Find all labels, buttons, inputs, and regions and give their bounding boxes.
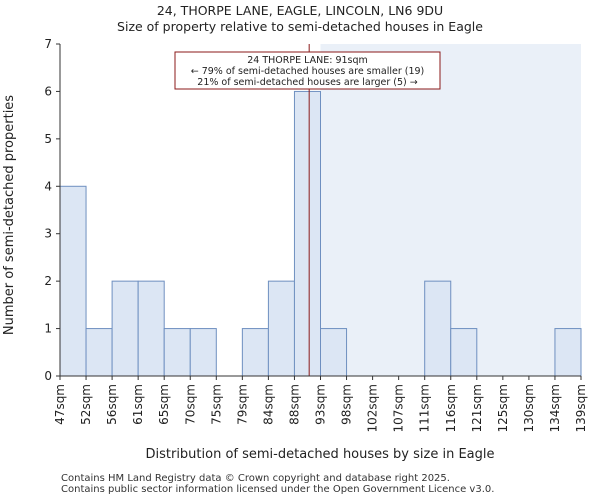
x-tick-label: 79sqm bbox=[235, 384, 249, 425]
footer-attribution: Contains HM Land Registry data © Crown c… bbox=[61, 473, 494, 495]
chart-title: 24, THORPE LANE, EAGLE, LINCOLN, LN6 9DU bbox=[157, 3, 443, 18]
bar-116sqm bbox=[450, 328, 478, 377]
bar-47sqm bbox=[59, 185, 87, 377]
bar-61sqm bbox=[137, 280, 165, 377]
footer-line-1: Contains HM Land Registry data © Crown c… bbox=[61, 473, 450, 484]
x-tick-label: 70sqm bbox=[183, 384, 197, 425]
bars bbox=[59, 90, 582, 377]
x-tick-label: 98sqm bbox=[340, 384, 354, 425]
bar-84sqm bbox=[267, 280, 295, 377]
x-tick-label: 84sqm bbox=[261, 384, 275, 425]
x-tick-label: 65sqm bbox=[157, 384, 171, 425]
x-tick-label: 139sqm bbox=[574, 384, 588, 432]
chart-subtitle: Size of property relative to semi-detach… bbox=[117, 19, 483, 34]
bar-52sqm bbox=[85, 328, 113, 377]
x-ticks: 47sqm 52sqm 56sqm 61sqm 65sqm 70sqm 75sqm 79sqm… bbox=[53, 376, 588, 432]
x-tick-label: 47sqm bbox=[53, 384, 67, 425]
y-tick-label: 2 bbox=[44, 274, 52, 288]
bar-79sqm bbox=[241, 328, 269, 377]
x-tick-label: 56sqm bbox=[105, 384, 119, 425]
x-tick-label: 93sqm bbox=[314, 384, 328, 425]
y-tick-label: 0 bbox=[44, 369, 52, 383]
x-tick-label: 134sqm bbox=[548, 384, 562, 432]
annotation-line: 21% of semi-detached houses are larger (… bbox=[197, 77, 417, 88]
y-tick-label: 7 bbox=[44, 37, 52, 51]
x-tick-label: 107sqm bbox=[392, 384, 406, 432]
bar-70sqm bbox=[189, 328, 217, 377]
annotation-box-rect bbox=[174, 51, 441, 90]
x-tick-label: 121sqm bbox=[470, 384, 484, 432]
y-tick-label: 6 bbox=[44, 84, 52, 98]
y-tick-label: 5 bbox=[44, 132, 52, 146]
y-axis-label: Number of semi-detached properties bbox=[2, 95, 17, 335]
x-tick-label: 111sqm bbox=[418, 384, 432, 432]
annotation-box: 24 THORPE LANE: 91sqm← 79% of semi-detac… bbox=[174, 51, 441, 90]
x-tick-label: 130sqm bbox=[522, 384, 536, 432]
y-tick-label: 3 bbox=[44, 227, 52, 241]
x-tick-label: 116sqm bbox=[444, 384, 458, 432]
y-tick-label: 4 bbox=[44, 179, 52, 193]
bar-88sqm bbox=[293, 90, 322, 377]
x-tick-label: 61sqm bbox=[131, 384, 145, 425]
y-ticks: 0 1 2 3 4 5 6 7 bbox=[44, 37, 60, 383]
bar-93sqm bbox=[320, 328, 348, 377]
x-tick-label: 102sqm bbox=[366, 384, 380, 432]
annotation-line: 24 THORPE LANE: 91sqm bbox=[247, 55, 368, 66]
y-tick-label: 1 bbox=[44, 322, 52, 336]
bar-56sqm bbox=[111, 280, 139, 377]
x-tick-label: 52sqm bbox=[79, 384, 93, 425]
x-tick-label: 88sqm bbox=[287, 384, 301, 425]
annotation-line: ← 79% of semi-detached houses are smalle… bbox=[191, 66, 425, 77]
bar-65sqm bbox=[163, 328, 191, 377]
x-tick-label: 125sqm bbox=[496, 384, 510, 432]
x-axis-label: Distribution of semi-detached houses by … bbox=[145, 447, 494, 462]
x-tick-label: 75sqm bbox=[209, 384, 223, 425]
bar-134sqm bbox=[554, 328, 582, 377]
footer-line-2: Contains public sector information licen… bbox=[61, 484, 495, 495]
bar-111sqm bbox=[424, 280, 452, 377]
